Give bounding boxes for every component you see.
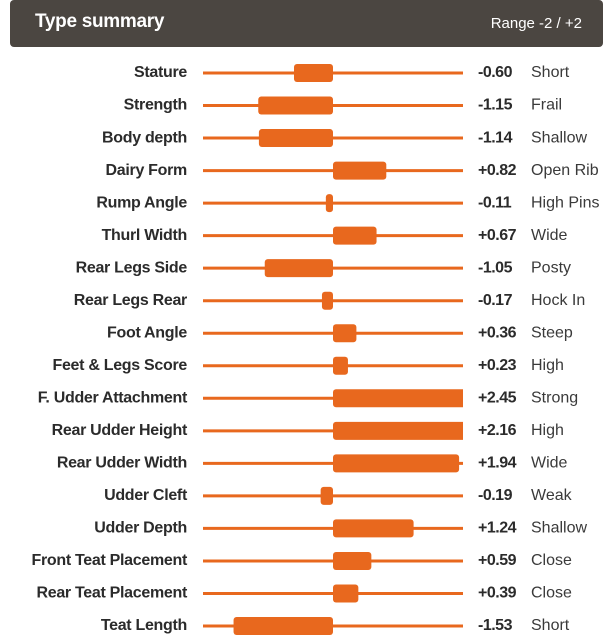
value-label: -1.14 [478, 129, 513, 146]
trait-label: Foot Angle [107, 324, 187, 341]
value-label: +0.82 [478, 162, 517, 179]
trait-label: Rear Legs Side [76, 259, 188, 276]
descriptor: Close [531, 585, 572, 602]
bar [320, 486, 333, 505]
trait-label: Teat Length [101, 617, 187, 634]
trait-label: Dairy Form [106, 162, 188, 179]
descriptor: Shallow [531, 129, 587, 146]
value-label: +2.16 [478, 422, 517, 439]
trait-label: Thurl Width [102, 227, 187, 244]
value-label: -1.15 [478, 97, 513, 114]
descriptor: High [531, 422, 564, 439]
bar-clip [333, 421, 463, 440]
bar [325, 194, 333, 213]
value-label: -0.17 [478, 292, 513, 309]
value-label: -1.05 [478, 259, 513, 276]
bar [333, 454, 460, 473]
range-label: Range -2 / +2 [491, 15, 582, 32]
descriptor: Posty [531, 259, 571, 276]
bar-clip [258, 129, 333, 148]
descriptor: Close [531, 552, 572, 569]
value-label: +0.36 [478, 324, 517, 341]
trait-label: Rear Teat Placement [36, 585, 187, 602]
descriptor: High Pins [531, 194, 599, 211]
header [10, 0, 603, 47]
value-label: -1.53 [478, 617, 513, 634]
bar-clip [258, 96, 333, 115]
bar-clip [333, 519, 414, 538]
bar [333, 519, 414, 538]
bar-clip [333, 226, 377, 245]
trait-label: Rear Udder Height [52, 422, 188, 439]
value-label: +1.24 [478, 520, 517, 537]
trait-label: F. Udder Attachment [38, 390, 188, 407]
bar [333, 356, 348, 375]
bar-clip [325, 194, 333, 213]
trait-label: Rear Legs Rear [74, 292, 187, 309]
trait-label: Feet & Legs Score [52, 357, 187, 374]
bar [333, 389, 463, 408]
value-label: +0.67 [478, 227, 517, 244]
descriptor: Shallow [531, 520, 587, 537]
descriptor: Steep [531, 324, 573, 341]
trait-label: Udder Cleft [104, 487, 188, 504]
bar [233, 617, 333, 636]
bar-clip [333, 161, 387, 180]
value-label: -0.11 [478, 194, 512, 211]
bar [333, 161, 387, 180]
descriptor: Hock In [531, 292, 585, 309]
descriptor: Wide [531, 455, 568, 472]
bar-clip [333, 584, 359, 603]
value-label: +0.39 [478, 585, 517, 602]
bar [333, 421, 463, 440]
bar [258, 129, 333, 148]
bar-clip [320, 486, 333, 505]
descriptor: Open Rib [531, 162, 599, 179]
descriptor: Short [531, 64, 570, 81]
descriptor: Wide [531, 227, 568, 244]
bar-clip [233, 617, 333, 636]
bar [258, 96, 333, 115]
title: Type summary [35, 11, 165, 32]
bar-clip [321, 291, 333, 310]
trait-label: Stature [134, 64, 187, 81]
trait-label: Rump Angle [96, 194, 187, 211]
trait-label: Front Teat Placement [31, 552, 187, 569]
descriptor: Strong [531, 390, 578, 407]
value-label: +0.59 [478, 552, 517, 569]
descriptor: High [531, 357, 564, 374]
bar [264, 259, 333, 278]
value-label: +1.94 [478, 455, 517, 472]
descriptor: Frail [531, 97, 562, 114]
value-label: +2.45 [478, 390, 517, 407]
bar-clip [264, 259, 333, 278]
bar [333, 584, 359, 603]
value-label: -0.19 [478, 487, 513, 504]
bar-clip [333, 454, 460, 473]
bar [333, 226, 377, 245]
descriptor: Weak [531, 487, 573, 504]
bar [321, 291, 333, 310]
bar [333, 324, 357, 343]
bar-clip [333, 356, 348, 375]
bar-clip [333, 324, 357, 343]
value-label: -0.60 [478, 64, 513, 81]
trait-label: Body depth [102, 129, 187, 146]
bar-clip [333, 389, 463, 408]
trait-label: Rear Udder Width [57, 455, 187, 472]
trait-label: Strength [124, 97, 187, 114]
bar-clip [333, 551, 372, 570]
trait-label: Udder Depth [94, 520, 187, 537]
bar-clip [294, 64, 333, 82]
bar [333, 551, 372, 570]
descriptor: Short [531, 617, 570, 634]
bar [294, 64, 333, 82]
value-label: +0.23 [478, 357, 517, 374]
